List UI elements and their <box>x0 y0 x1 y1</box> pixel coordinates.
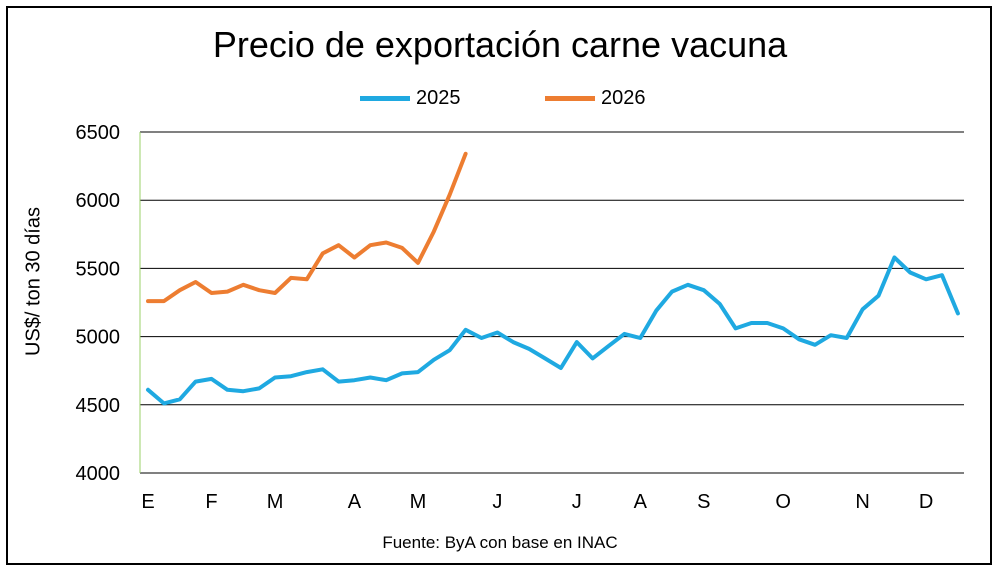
legend-item-2025: 2025 <box>360 87 461 110</box>
chart-frame <box>6 6 992 565</box>
x-tick-label: A <box>348 491 362 513</box>
legend-label-2025: 2025 <box>416 87 461 109</box>
chart-title: Precio de exportación carne vacuna <box>212 24 788 65</box>
x-tick-label: O <box>775 491 791 513</box>
y-tick-label: 5000 <box>76 327 121 349</box>
y-tick-label: 6500 <box>76 122 121 144</box>
x-tick-label: A <box>634 491 648 513</box>
x-tick-label: N <box>855 491 869 513</box>
series-lines <box>146 151 960 406</box>
x-tick-label: J <box>572 491 582 513</box>
legend-label-2026: 2026 <box>601 87 646 109</box>
x-tick-label: S <box>697 491 710 513</box>
x-tick-label: F <box>205 491 217 513</box>
x-tick-label: M <box>267 491 284 513</box>
series-line-2025 <box>146 255 960 406</box>
source-note: Fuente: ByA con base en INAC <box>382 533 618 552</box>
legend-swatch-2026 <box>545 96 595 101</box>
x-tick-label: D <box>919 491 933 513</box>
gridlines <box>140 131 964 474</box>
x-tick-label: M <box>410 491 427 513</box>
y-tick-label: 4500 <box>76 395 121 417</box>
y-tick-label: 6000 <box>76 190 121 212</box>
y-tick-label: 4000 <box>76 463 121 485</box>
legend-item-2026: 2026 <box>545 87 646 110</box>
legend: 2025 2026 <box>0 87 1000 117</box>
series-line-2026 <box>146 151 468 304</box>
x-tick-label: J <box>492 491 502 513</box>
legend-swatch-2025 <box>360 96 410 101</box>
axes: 4000 4500 5000 5500 6000 6500 E F M A M J J A S O N D <box>76 122 934 513</box>
x-tick-label: E <box>141 491 154 513</box>
y-tick-label: 5500 <box>76 258 121 280</box>
